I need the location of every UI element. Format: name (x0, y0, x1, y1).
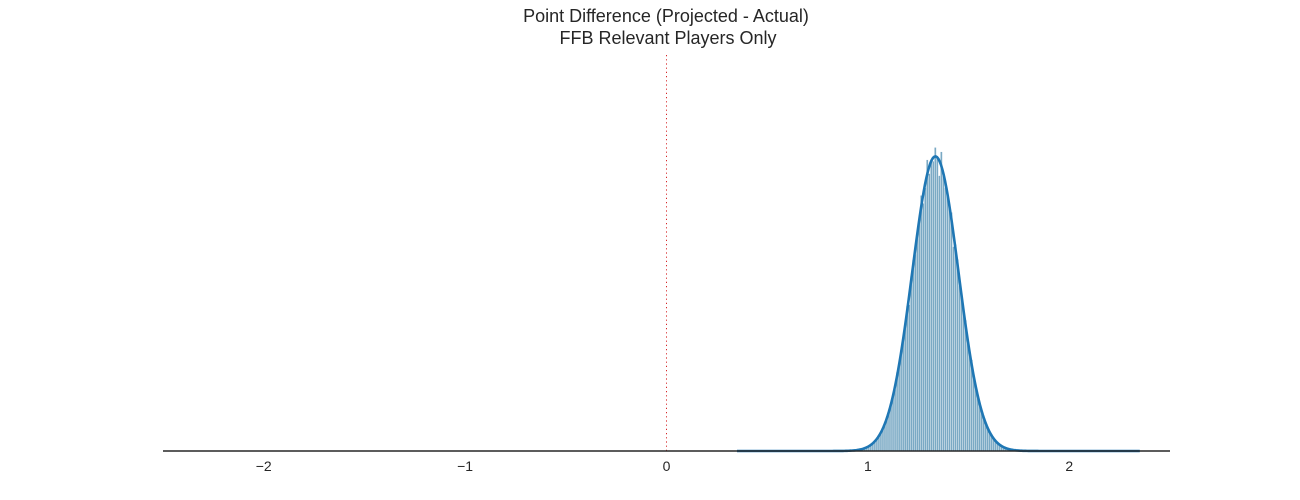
histogram-bar (914, 254, 917, 452)
histogram-bar (916, 233, 919, 452)
histogram-bar (912, 259, 915, 452)
histogram-bar (897, 364, 901, 452)
histogram-bar (928, 173, 931, 452)
histogram-bar (899, 353, 903, 452)
histogram-bar (942, 174, 945, 452)
histogram-bar (948, 204, 951, 452)
histogram-bar (956, 259, 959, 452)
histogram-bar (901, 339, 905, 452)
x-axis-ticks: −2 −1 0 1 2 (256, 458, 1074, 474)
x-tick-label: −2 (256, 458, 272, 474)
histogram-bar (958, 285, 961, 452)
histogram-bar (954, 244, 957, 452)
x-tick-label: 2 (1065, 458, 1073, 474)
histogram-bar (903, 323, 907, 452)
histogram-bar (924, 187, 927, 452)
histogram-bar (908, 304, 911, 452)
histogram-bar (926, 159, 929, 452)
histogram-bar (940, 151, 943, 452)
histogram-bar (905, 305, 909, 452)
chart-title-line-2: FFB Relevant Players Only (559, 28, 776, 48)
histogram-bar (972, 377, 975, 452)
histogram-bar (966, 342, 969, 452)
histogram-bar (960, 294, 963, 452)
histogram-bar (918, 221, 921, 452)
histogram-bar (964, 320, 967, 452)
chart-title-line-1: Point Difference (Projected - Actual) (523, 6, 809, 26)
histogram-bar (893, 389, 897, 452)
histogram-bar (962, 311, 965, 452)
histogram-bar (952, 246, 955, 452)
histogram-bar (922, 203, 925, 452)
x-tick-label: −1 (457, 458, 473, 474)
histogram-bar (932, 161, 935, 452)
histogram-bar (982, 419, 985, 452)
histogram-bar (938, 175, 941, 452)
histogram-bar (936, 156, 939, 452)
histogram-bar (968, 353, 971, 452)
histogram-bar (950, 212, 953, 452)
histogram-bar (976, 395, 979, 452)
histogram-bar (920, 195, 923, 452)
histogram-bar (974, 386, 977, 452)
histogram-bar (934, 147, 937, 452)
histogram-bar (930, 161, 933, 452)
histogram-bar (910, 275, 913, 452)
x-tick-label: 1 (864, 458, 872, 474)
histogram-bars (736, 147, 1140, 452)
chart-title: Point Difference (Projected - Actual) FF… (523, 6, 809, 48)
x-tick-label: 0 (663, 458, 671, 474)
histogram-bar (946, 194, 949, 452)
histogram-bar (944, 187, 947, 452)
